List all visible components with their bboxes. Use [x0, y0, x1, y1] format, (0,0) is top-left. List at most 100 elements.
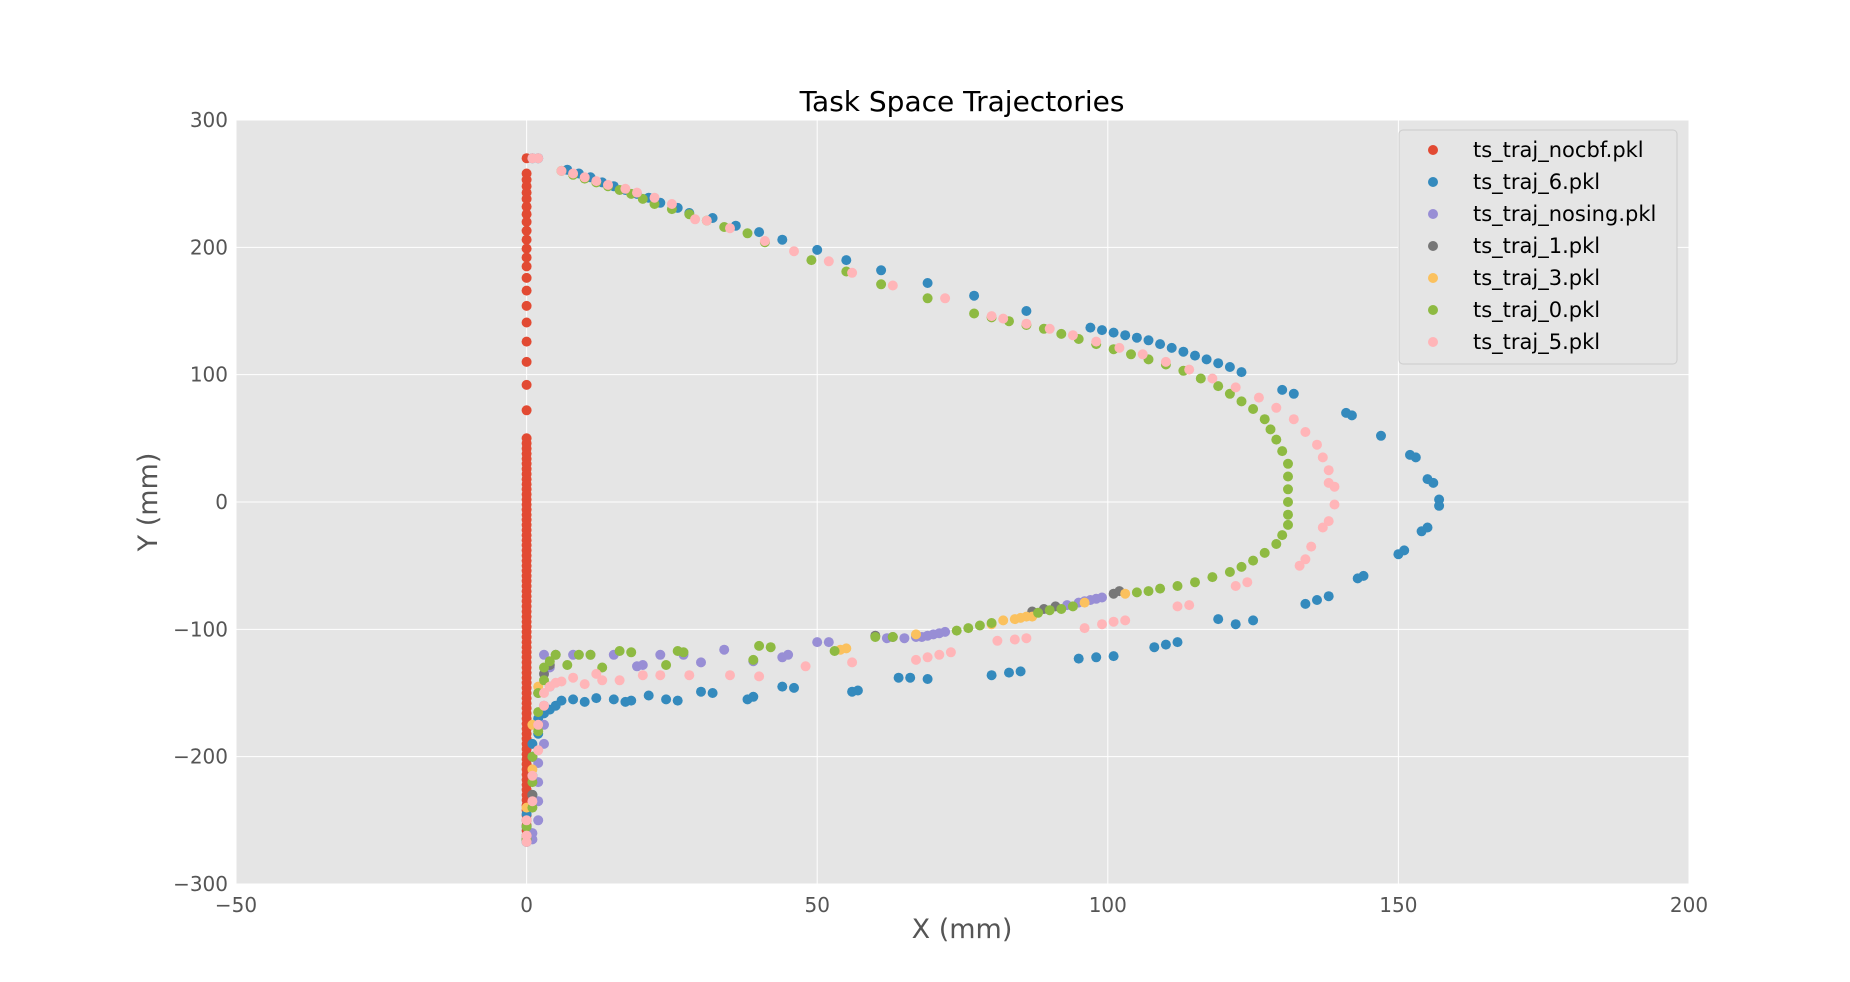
- data-point: [986, 618, 997, 628]
- data-point: [847, 267, 858, 278]
- data-point: [626, 647, 637, 658]
- data-point: [1312, 439, 1322, 450]
- data-point: [748, 654, 759, 665]
- data-point: [1160, 639, 1171, 650]
- data-point: [1248, 555, 1259, 566]
- data-point: [533, 153, 544, 164]
- data-point: [637, 660, 648, 670]
- data-point: [1178, 346, 1189, 357]
- data-point: [1323, 516, 1334, 527]
- data-point: [789, 682, 799, 693]
- series-6: [521, 153, 1340, 847]
- data-point: [1091, 336, 1102, 347]
- data-point: [1009, 634, 1020, 645]
- data-point: [945, 647, 956, 658]
- data-point: [527, 751, 538, 762]
- data-point: [1021, 306, 1032, 316]
- data-point: [1288, 388, 1299, 399]
- data-point: [661, 660, 672, 670]
- data-point: [754, 671, 765, 682]
- data-point: [550, 649, 561, 660]
- x-tick-label: 0: [520, 893, 533, 917]
- data-point: [1201, 354, 1212, 365]
- data-point: [847, 686, 858, 697]
- data-point: [539, 649, 549, 660]
- data-point: [887, 280, 898, 291]
- data-point: [1172, 581, 1183, 591]
- data-point: [1224, 567, 1235, 577]
- data-point: [568, 168, 579, 179]
- data-point: [539, 662, 549, 673]
- data-point: [742, 228, 753, 239]
- data-point: [1207, 572, 1218, 583]
- data-point: [1230, 382, 1241, 393]
- data-point: [812, 637, 823, 648]
- y-tick-label: −300: [173, 872, 228, 896]
- data-point: [1253, 392, 1264, 403]
- data-point: [707, 688, 718, 698]
- data-point: [620, 696, 631, 707]
- tick-labels: −50 0 50 100 150 200 −300 −200 −100 0 100 200 300: [173, 108, 1708, 917]
- data-point: [940, 626, 951, 637]
- data-point: [696, 657, 706, 668]
- data-point: [1271, 539, 1282, 549]
- data-point: [620, 183, 631, 194]
- data-point: [1230, 581, 1241, 591]
- x-axis-label: X (mm): [912, 914, 1013, 945]
- data-point: [974, 620, 985, 631]
- data-point: [1312, 595, 1322, 605]
- legend-label: ts_traj_0.pkl: [1473, 298, 1600, 323]
- data-point: [777, 234, 788, 245]
- data-point: [661, 694, 672, 705]
- data-points: [521, 153, 1445, 847]
- data-point: [643, 690, 654, 701]
- data-point: [579, 696, 590, 707]
- data-point: [1108, 651, 1119, 662]
- legend-label: ts_traj_nocbf.pkl: [1473, 138, 1644, 163]
- data-point: [533, 719, 544, 730]
- x-tick-label: 150: [1379, 893, 1417, 917]
- data-point: [1317, 522, 1328, 533]
- data-point: [1271, 434, 1282, 445]
- data-point: [1021, 633, 1032, 644]
- data-point: [1021, 318, 1032, 329]
- data-point: [539, 688, 549, 698]
- data-point: [1097, 325, 1107, 336]
- data-point: [1207, 373, 1218, 384]
- data-point: [940, 293, 951, 304]
- data-point: [1346, 410, 1357, 421]
- data-point: [1067, 330, 1078, 341]
- data-point: [521, 209, 532, 220]
- data-point: [777, 681, 788, 692]
- data-point: [672, 695, 683, 706]
- data-point: [1248, 404, 1259, 414]
- data-point: [1097, 619, 1107, 630]
- data-point: [986, 311, 997, 322]
- data-point: [1172, 601, 1183, 612]
- data-point: [1213, 358, 1224, 369]
- data-point: [1108, 616, 1119, 627]
- data-point: [911, 654, 921, 665]
- data-point: [1137, 349, 1148, 360]
- data-point: [922, 278, 933, 288]
- y-tick-label: 300: [190, 108, 228, 132]
- y-tick-label: 100: [190, 363, 228, 387]
- data-point: [1317, 452, 1328, 463]
- data-point: [521, 234, 532, 245]
- data-point: [1434, 500, 1445, 511]
- data-point: [754, 640, 765, 651]
- data-point: [655, 670, 666, 681]
- data-point: [666, 199, 677, 209]
- data-point: [911, 629, 921, 640]
- data-point: [1149, 642, 1160, 653]
- data-point: [539, 738, 549, 749]
- data-point: [1143, 586, 1154, 597]
- data-point: [1091, 652, 1102, 663]
- data-point: [591, 176, 602, 187]
- data-point: [637, 670, 648, 681]
- data-point: [579, 679, 590, 690]
- x-tick-label: −50: [215, 893, 257, 917]
- data-point: [1155, 339, 1166, 350]
- data-point: [806, 255, 817, 266]
- data-point: [521, 405, 532, 416]
